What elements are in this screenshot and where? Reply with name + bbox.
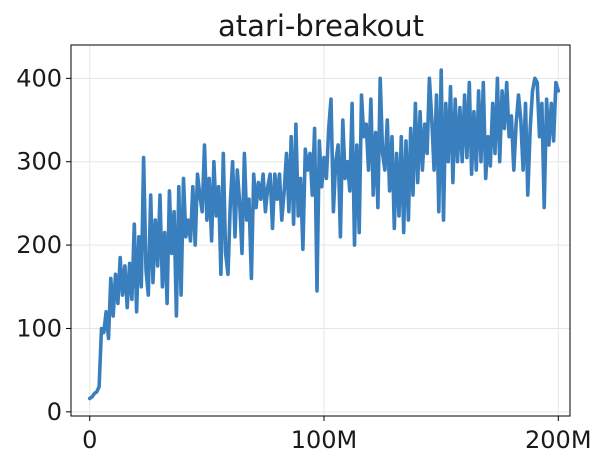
y-tick-label: 400 [16, 64, 62, 92]
series-layer [87, 68, 561, 401]
y-axis: 0 100 200 300 400 [16, 64, 71, 426]
y-tick-label: 300 [16, 148, 62, 176]
x-tick-label: 0 [82, 426, 97, 454]
chart-title: atari-breakout [218, 9, 424, 43]
series-line-0 [87, 68, 561, 401]
y-tick-label: 100 [16, 314, 62, 342]
y-tick-label: 0 [47, 398, 62, 426]
x-axis: 0 100M 200M [82, 416, 592, 454]
x-tick-label: 100M [291, 426, 358, 454]
plot-frame [70, 44, 571, 417]
y-tick-label: 200 [16, 231, 62, 259]
x-tick-label: 200M [525, 426, 592, 454]
